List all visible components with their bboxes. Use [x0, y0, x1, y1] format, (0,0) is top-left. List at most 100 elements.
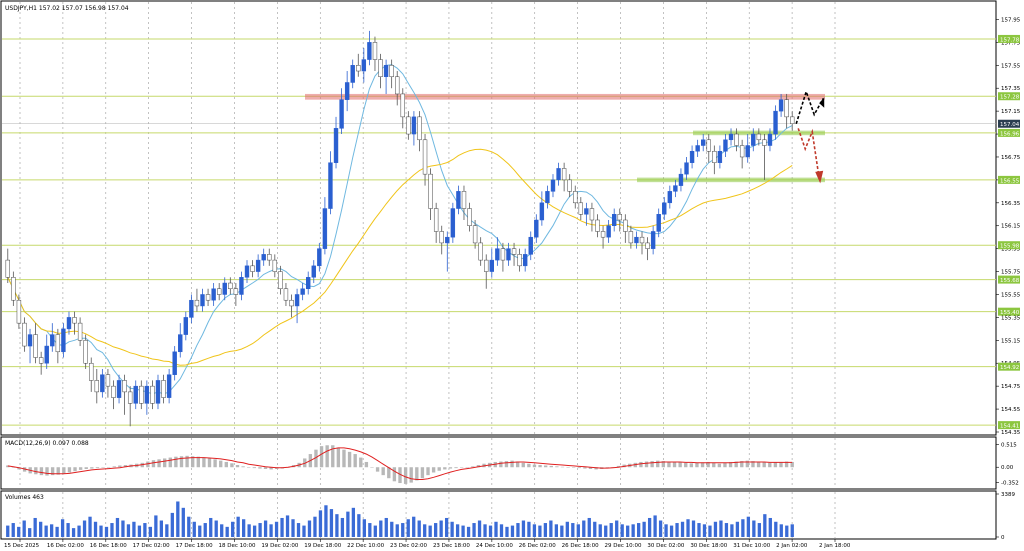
volume-bar: [631, 524, 635, 537]
candle-body: [522, 254, 528, 267]
macd-histogram-bar: [347, 451, 352, 468]
volume-bar: [340, 517, 345, 537]
macd-histogram-bar: [790, 461, 794, 468]
macd-histogram-bar: [549, 465, 553, 468]
price-tick-label: 157.55: [1001, 63, 1021, 69]
candle-body: [511, 248, 517, 255]
macd-histogram-bar: [353, 454, 357, 468]
volume-bar: [192, 521, 196, 537]
candle-body: [573, 191, 578, 204]
forecast-arrow-up: [795, 89, 824, 124]
volume-bar: [395, 524, 399, 537]
macd-histogram-bar: [689, 463, 694, 468]
candle-body: [639, 236, 645, 244]
volume-bar: [143, 523, 147, 537]
level-tag-label: 157.78: [1000, 37, 1020, 43]
volume-bar: [247, 524, 251, 537]
forecast-arrowhead-down: [815, 170, 824, 184]
volume-bar: [17, 526, 21, 537]
candle-body: [461, 191, 467, 209]
volume-bar: [39, 521, 43, 537]
macd-histogram-bar: [672, 461, 677, 468]
price-tick-label: 155.55: [1001, 292, 1021, 298]
volume-bar: [384, 517, 388, 537]
macd-histogram-bar: [745, 460, 750, 468]
macd-title: MACD(12,26,9) 0.097 0.088: [5, 440, 89, 447]
macd-histogram-bar: [656, 460, 660, 468]
candle-body: [239, 277, 244, 295]
candle-body: [311, 265, 316, 278]
volume-bar: [615, 520, 619, 537]
volume-bar: [647, 517, 652, 537]
candle-body: [278, 271, 283, 290]
candle-body: [728, 133, 734, 141]
candle-body: [778, 99, 784, 112]
candle-body: [50, 334, 55, 347]
level-tag-label: 155.40: [1000, 310, 1020, 316]
macd-histogram-bar: [314, 449, 318, 468]
volume-bar: [593, 521, 597, 537]
macd-histogram-bar: [521, 462, 525, 468]
macd-histogram-bar: [398, 467, 402, 484]
volume-bar: [697, 523, 701, 537]
volume-bar: [483, 524, 487, 537]
candle-body: [478, 242, 483, 261]
candle-body: [44, 345, 49, 364]
volume-bar: [390, 521, 394, 537]
macd-histogram-bar: [471, 466, 475, 468]
time-tick-label: 19 Dec 02:00: [261, 543, 298, 549]
macd-panel-frame: [0, 436, 997, 490]
candle-body: [178, 334, 183, 353]
vertical-grid: [19, 2, 836, 538]
price-panel-frame: [0, 0, 997, 436]
candle-body: [734, 133, 739, 146]
macd-histogram-bar: [577, 467, 581, 469]
volume-bar: [313, 516, 317, 537]
macd-histogram-bar: [163, 458, 167, 468]
volume-bar: [110, 523, 114, 537]
candle-body: [739, 145, 745, 158]
macd-histogram-bar: [90, 467, 94, 469]
candle-body: [617, 214, 622, 221]
candle-body: [395, 76, 400, 95]
volume-bars: [6, 501, 794, 537]
candle-body: [701, 139, 706, 146]
volume-bar: [466, 526, 471, 537]
volume-bar: [269, 524, 273, 537]
volume-bar: [99, 525, 103, 537]
volume-bar: [532, 524, 537, 537]
macd-histogram-bar: [392, 467, 397, 482]
volume-bar: [516, 523, 520, 537]
candle-body: [567, 179, 572, 192]
candle-body: [244, 265, 250, 278]
level-tag-label: 155.68: [1000, 278, 1020, 284]
candle-body: [662, 202, 667, 215]
price-tick-label: 156.15: [1001, 224, 1021, 230]
macd-histogram-bar: [454, 467, 458, 469]
volume-bar: [571, 523, 575, 537]
level-tag: [998, 307, 1020, 316]
candle-body: [495, 248, 500, 261]
volume-bar: [274, 521, 279, 537]
candle-body: [139, 385, 144, 404]
forecast-arrowhead-up: [819, 97, 825, 108]
macd-histogram-bar: [101, 467, 105, 468]
volume-bar: [263, 520, 268, 537]
volume-bar: [488, 525, 493, 537]
candle-body: [656, 214, 661, 232]
macd-histogram-bar: [269, 467, 273, 470]
candle-body: [255, 259, 261, 272]
volume-bar: [242, 519, 246, 537]
candlesticks[interactable]: [5, 30, 795, 427]
volume-bar: [126, 524, 131, 537]
volume-bar: [549, 520, 553, 537]
candle-body: [328, 162, 333, 209]
volume-bar: [790, 524, 794, 537]
volume-bar: [121, 520, 125, 537]
time-tick-label: 23 Dec 02:00: [390, 543, 427, 549]
volume-bar: [560, 525, 564, 537]
candle-body: [189, 299, 194, 318]
level-tag: [998, 92, 1020, 101]
macd-histogram-bar: [459, 467, 464, 468]
